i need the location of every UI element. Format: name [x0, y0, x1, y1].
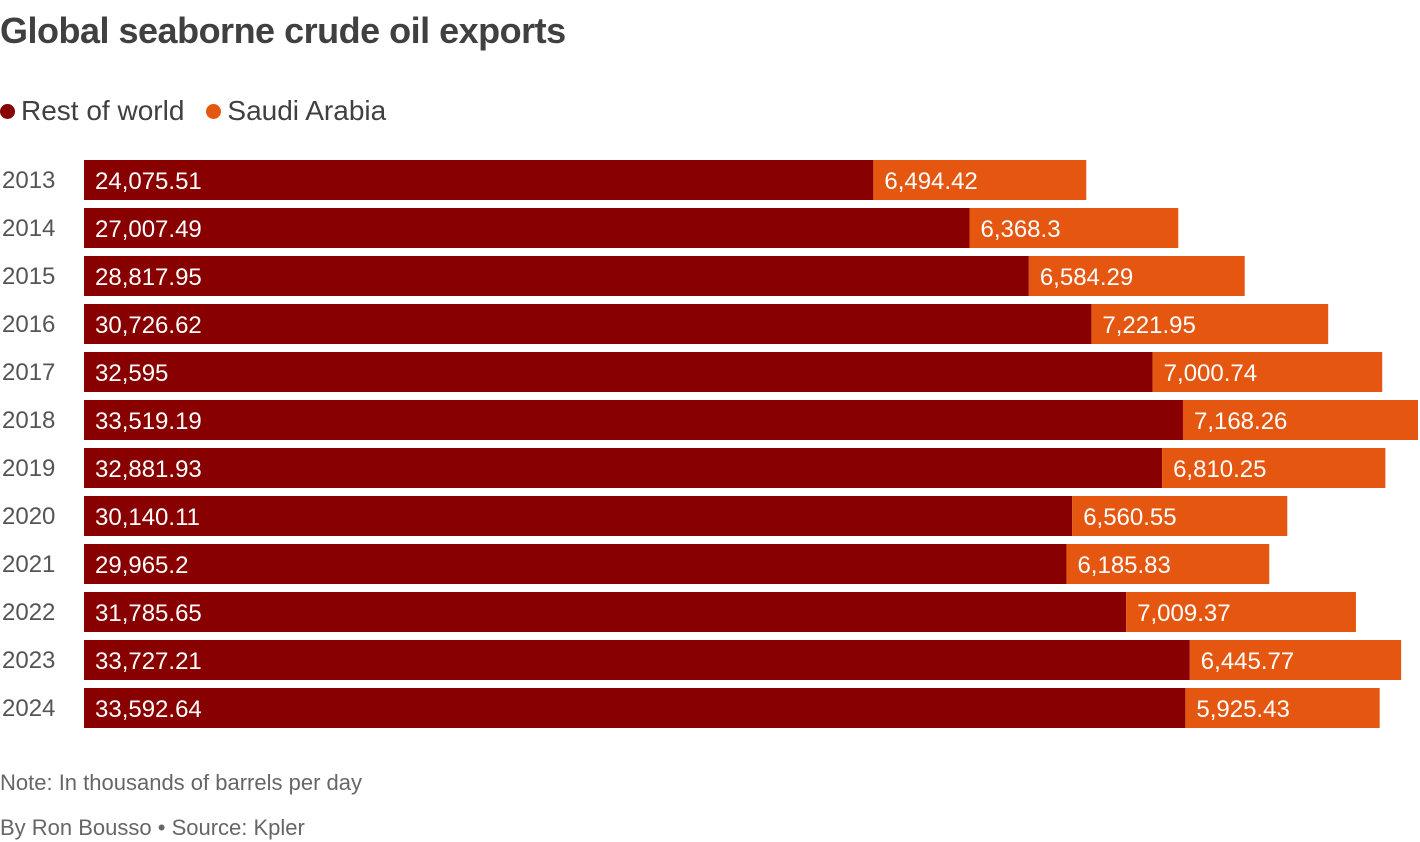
legend-swatch-saudi-arabia [206, 103, 222, 119]
category-label: 2013 [2, 167, 55, 194]
chart-note: Note: In thousands of barrels per day [0, 770, 362, 795]
bar-saudi-arabia [1189, 640, 1402, 680]
data-label: 30,726.62 [95, 312, 202, 339]
data-label: 33,519.19 [95, 408, 202, 435]
category-label: 2020 [2, 503, 55, 530]
legend: Rest of world Saudi Arabia [0, 95, 386, 127]
bar-rest-of-world [84, 448, 1163, 488]
bar-rest-of-world [84, 640, 1190, 680]
data-label: 32,881.93 [95, 456, 202, 483]
bar-rest-of-world [84, 688, 1186, 728]
category-label: 2023 [2, 647, 55, 674]
data-label: 7,009.37 [1137, 600, 1230, 627]
data-label: 6,494.42 [884, 168, 977, 195]
legend-item-saudi-arabia: Saudi Arabia [206, 95, 386, 127]
data-label: 28,817.95 [95, 264, 202, 291]
bar-rest-of-world [84, 592, 1127, 632]
category-label: 2018 [2, 407, 55, 434]
bar-saudi-arabia [1152, 352, 1383, 392]
bar-rest-of-world [84, 208, 970, 248]
data-label: 6,584.29 [1040, 264, 1133, 291]
category-label: 2022 [2, 599, 55, 626]
bar-saudi-arabia [1185, 688, 1380, 728]
data-label: 31,785.65 [95, 600, 202, 627]
data-label: 6,445.77 [1201, 648, 1294, 675]
category-label: 2016 [2, 311, 55, 338]
category-label: 2015 [2, 263, 55, 290]
data-label: 33,727.21 [95, 648, 202, 675]
data-label: 6,810.25 [1173, 456, 1266, 483]
bar-saudi-arabia [969, 208, 1179, 248]
bar-saudi-arabia [1028, 256, 1245, 296]
category-label: 2014 [2, 215, 55, 242]
chart-title: Global seaborne crude oil exports [0, 10, 566, 51]
data-label: 7,221.95 [1102, 312, 1195, 339]
data-label: 7,168.26 [1194, 408, 1287, 435]
data-label: 24,075.51 [95, 168, 202, 195]
data-label: 32,595 [95, 360, 168, 387]
bar-saudi-arabia [1091, 304, 1329, 344]
chart-source: By Ron Bousso • Source: Kpler [0, 815, 305, 840]
data-label: 33,592.64 [95, 696, 202, 723]
legend-label: Rest of world [21, 95, 185, 126]
category-label: 2021 [2, 551, 55, 578]
bar-rest-of-world [84, 400, 1183, 440]
bar-rest-of-world [84, 544, 1067, 584]
data-label: 27,007.49 [95, 216, 202, 243]
data-label: 6,368.3 [980, 216, 1060, 243]
bar-saudi-arabia [1066, 544, 1270, 584]
bar-rest-of-world [84, 496, 1073, 536]
category-label: 2024 [2, 695, 55, 722]
bar-saudi-arabia [1072, 496, 1288, 536]
bar-rest-of-world [84, 256, 1029, 296]
category-label: 2017 [2, 359, 55, 386]
data-label: 6,560.55 [1083, 504, 1176, 531]
data-label: 30,140.11 [95, 504, 200, 531]
category-label: 2019 [2, 455, 55, 482]
bar-saudi-arabia [873, 160, 1087, 200]
data-label: 7,000.74 [1164, 360, 1257, 387]
bar-rest-of-world [84, 160, 874, 200]
legend-item-rest-of-world: Rest of world [0, 95, 184, 127]
bar-saudi-arabia [1182, 400, 1418, 440]
bar-rest-of-world [84, 304, 1092, 344]
data-label: 6,185.83 [1077, 552, 1170, 579]
data-label: 29,965.2 [95, 552, 188, 579]
bar-rest-of-world [84, 352, 1153, 392]
legend-swatch-rest-of-world [0, 103, 15, 119]
data-label: 5,925.43 [1196, 696, 1289, 723]
legend-label: Saudi Arabia [227, 95, 387, 126]
bar-saudi-arabia [1126, 592, 1356, 632]
bar-saudi-arabia [1162, 448, 1386, 488]
bar-chart: 2013 24,075.51 6,494.42 2014 27,007.49 6,368.… [2, 160, 1418, 728]
